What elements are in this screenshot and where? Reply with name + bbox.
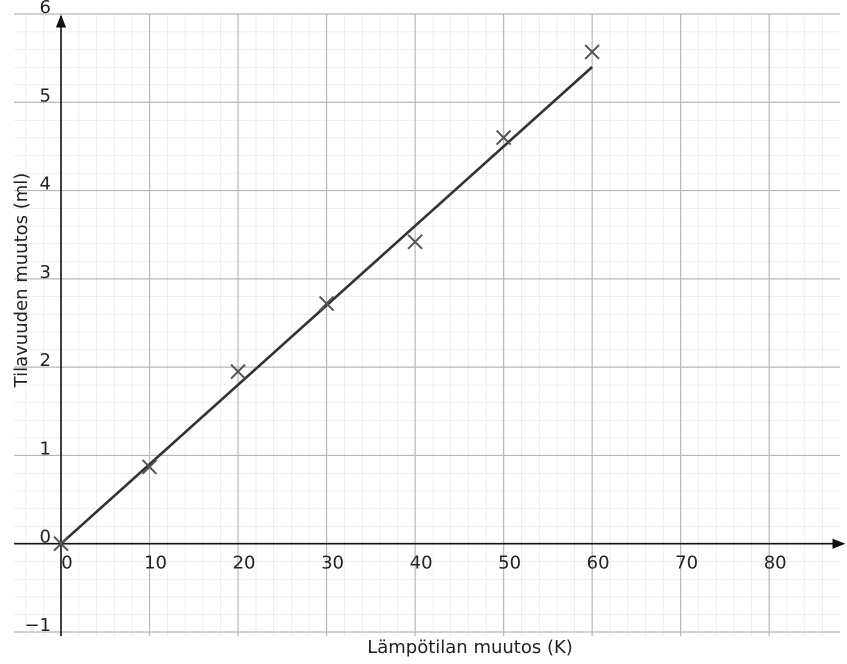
- y-tick-label: 0: [40, 527, 51, 548]
- y-tick-label: 6: [40, 0, 51, 18]
- x-tick-label: 60: [587, 553, 610, 574]
- minor-grid: [14, 14, 840, 636]
- x-tick-label: 10: [144, 553, 167, 574]
- y-tick-label: 3: [40, 262, 51, 283]
- point: [318, 295, 335, 312]
- x-tick-label: 80: [764, 553, 787, 574]
- x-axis-label: Lämpötilan muutos (K): [367, 637, 573, 658]
- x-tick-label: 30: [321, 553, 344, 574]
- y-axis-label: Tilavuuden muutos (ml): [11, 173, 32, 389]
- y-tick-label: 1: [40, 438, 51, 459]
- y-tick-label: −1: [24, 615, 51, 636]
- point: [53, 536, 69, 552]
- point: [230, 363, 246, 380]
- point: [584, 44, 600, 60]
- fit-line: [60, 66, 594, 545]
- y-tick-label: 5: [40, 85, 51, 106]
- x-tick-label: 50: [498, 553, 521, 574]
- point: [495, 129, 512, 146]
- x-tick-label: 70: [675, 553, 698, 574]
- x-tick-label: 0: [61, 553, 72, 574]
- y-tick-label: 2: [40, 350, 51, 371]
- point: [141, 459, 158, 475]
- x-tick-label: 40: [410, 553, 433, 574]
- point: [407, 234, 423, 250]
- y-tick-label: 4: [40, 174, 51, 195]
- x-tick-label: 20: [233, 553, 256, 574]
